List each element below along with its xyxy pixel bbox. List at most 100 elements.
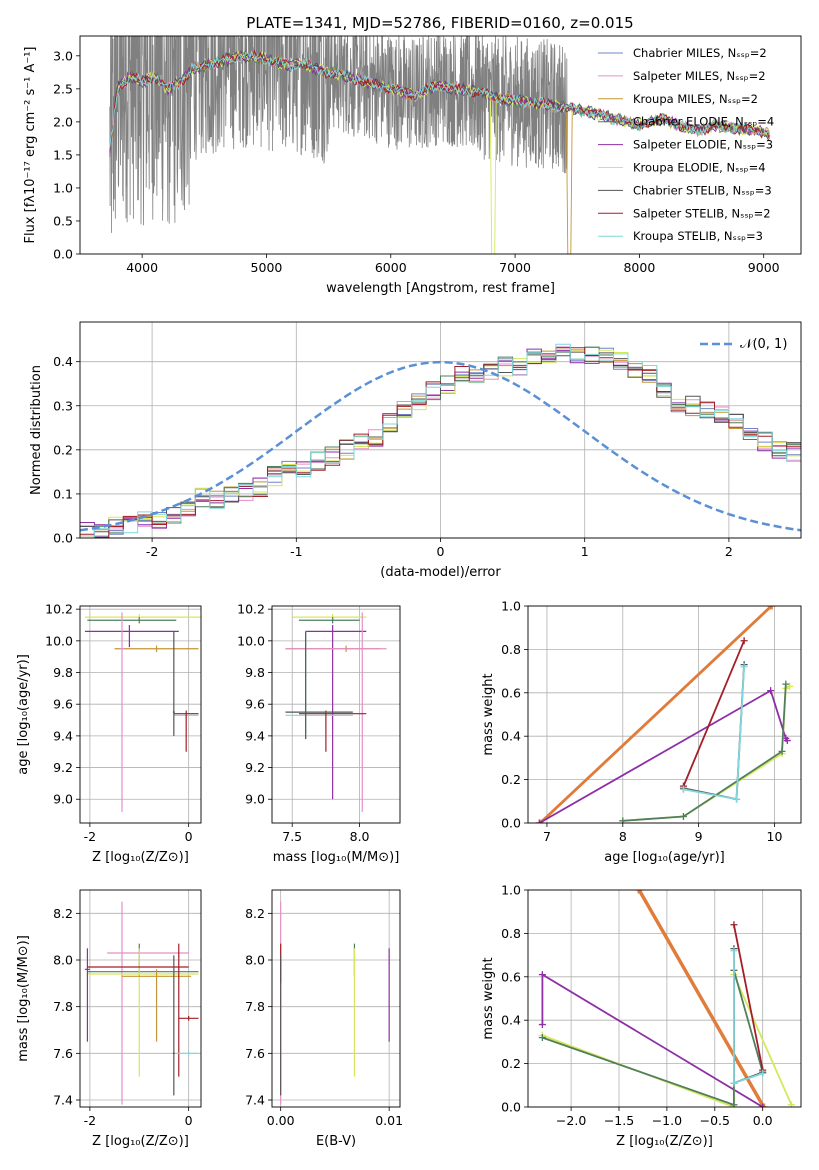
weight-marker: [537, 819, 545, 823]
y-tick-label: 8.2: [53, 906, 73, 921]
x-tick-label: 0.01: [375, 1113, 403, 1128]
weight-line-kroupa-miles: [637, 890, 764, 1107]
y-tick-label: 0.4: [501, 1013, 521, 1028]
y-axis-label: mass weight: [481, 957, 496, 1039]
x-tick-label: 2: [725, 544, 733, 559]
weight-line-salpeter-elodie: [538, 689, 789, 823]
weight-line-kroupa-miles: [538, 606, 772, 823]
x-tick-label: 10: [767, 829, 783, 844]
axes-frame: [527, 605, 802, 824]
panel-mass-vs-EBV: 0.00 0.01 7.4 7.6 7.8 8.0 8.2 E(B-V): [245, 889, 403, 1149]
y-tick-label: 9.2: [245, 760, 265, 775]
x-tick-label: -2: [84, 829, 96, 844]
y-tick-label: 0.2: [53, 442, 73, 457]
x-tick-label: 8: [619, 829, 627, 844]
x-tick-label: −1.0: [652, 1113, 682, 1128]
legend-label: Chabrier ELODIE, Nₛₛₚ=4: [633, 115, 774, 129]
weight-marker: [740, 663, 748, 671]
plot-area: [538, 890, 795, 1107]
legend-label: Salpeter MILES, Nₛₛₚ=2: [633, 69, 766, 83]
y-axis-label: Flux [fλ10⁻¹⁷ erg cm⁻² s⁻¹ A⁻¹]: [23, 47, 38, 244]
x-tick-label: 6000: [375, 260, 407, 275]
x-tick-label: 9: [695, 829, 703, 844]
y-tick-label: 8.2: [245, 906, 265, 921]
weight-marker: [636, 890, 644, 894]
y-tick-label: 9.6: [245, 697, 265, 712]
weight-marker: [619, 817, 627, 823]
weight-marker: [730, 947, 738, 955]
weight-marker: [679, 812, 687, 820]
y-tick-label: 8.0: [53, 953, 73, 968]
y-axis-label: mass [log₁₀(M/M⊙)]: [16, 935, 31, 1062]
x-tick-label: 0: [185, 1113, 193, 1128]
axes-frame: [271, 605, 401, 824]
legend-label: Chabrier STELIB, Nₛₛₚ=3: [633, 183, 772, 197]
weight-marker: [782, 680, 790, 688]
y-tick-label: 9.6: [53, 697, 73, 712]
hist-kroupa-stelib: [80, 343, 801, 538]
y-tick-label: 1.0: [501, 883, 521, 898]
legend-label: Salpeter STELIB, Nₛₛₚ=2: [633, 206, 771, 220]
x-tick-label: -2: [146, 544, 158, 559]
x-tick-label: 1: [581, 544, 589, 559]
y-tick-label: 1.0: [53, 180, 73, 195]
x-tick-label: 0: [185, 829, 193, 844]
weight-marker: [786, 682, 794, 690]
plot-area: [280, 901, 390, 1105]
weight-marker: [535, 819, 543, 823]
x-tick-label: 9000: [748, 260, 780, 275]
weight-marker: [730, 1079, 738, 1087]
weight-marker: [759, 1103, 767, 1107]
y-tick-label: 0.6: [501, 685, 521, 700]
x-axis-label: Z [log₁₀(Z/Z⊙)]: [616, 1134, 713, 1149]
x-tick-label: −1.5: [604, 1113, 634, 1128]
panel-mass-weight-vs-Z: −2.0 −1.5 −1.0 −0.5 0.0 0.0 0.2 0.4 0.6 0.8 1.0 Z […: [481, 883, 802, 1149]
axes-frame: [79, 889, 202, 1108]
y-axis-label: mass weight: [481, 673, 496, 755]
panel-spectrum: 4000 5000 6000 7000 8000 9000 0.0 0.5 1.0 1.5 2.0 2…: [23, 35, 802, 296]
weight-marker: [634, 890, 642, 894]
panel-mass-weight-vs-age: 7 8 9 10 0.0 0.2 0.4 0.6 0.8 1.0 age [log₁₀(age/yr…: [481, 599, 802, 865]
y-tick-label: 0.1: [53, 486, 73, 501]
x-tick-label: −0.5: [700, 1113, 730, 1128]
y-tick-label: 0.2: [501, 1056, 521, 1071]
x-axis-label: E(B-V): [316, 1134, 356, 1149]
weight-marker: [679, 785, 687, 793]
weight-marker: [730, 921, 738, 929]
legend-label: Kroupa ELODIE, Nₛₛₚ=4: [633, 161, 766, 175]
y-tick-label: 0.3: [53, 398, 73, 413]
y-tick-label: 9.4: [245, 728, 265, 743]
axes-frame: [79, 605, 202, 824]
plot-area: [80, 343, 801, 538]
panel-mass-vs-Z: -2 0 7.4 7.6 7.8 8.0 8.2 Z [log₁₀(Z/Z⊙)] mass [l…: [16, 889, 202, 1149]
weight-marker: [538, 1034, 546, 1042]
y-tick-label: 0.0: [53, 247, 73, 262]
weight-line-salpeter-stelib: [733, 924, 764, 1071]
y-tick-label: 9.0: [53, 792, 73, 807]
y-tick-label: 2.5: [53, 81, 73, 96]
figure-title: PLATE=1341, MJD=52786, FIBERID=0160, z=0…: [246, 14, 633, 32]
weight-marker: [538, 971, 546, 979]
weight-line-salpeter-miles: [540, 606, 773, 823]
weight-line-salpeter-stelib: [682, 640, 745, 787]
y-tick-label: 10.2: [237, 602, 265, 617]
legend-label: 𝒩(0, 1): [740, 337, 787, 352]
y-tick-label: 0.4: [53, 354, 73, 369]
x-tick-label: -1: [290, 544, 302, 559]
axes-frame: [527, 889, 802, 1108]
y-tick-label: 9.2: [53, 760, 73, 775]
x-axis-label: Z [log₁₀(Z/Z⊙)]: [92, 1134, 189, 1149]
y-tick-label: 9.8: [53, 665, 73, 680]
x-tick-label: 0.00: [267, 1113, 295, 1128]
x-tick-label: 8000: [623, 260, 655, 275]
weight-marker: [783, 737, 791, 745]
panel-age-vs-Z: -2 0 9.0 9.2 9.4 9.6 9.8 10.0 10.2 Z [log₁₀(Z/Z⊙)…: [16, 602, 202, 865]
legend-label: Chabrier MILES, Nₛₛₚ=2: [633, 46, 767, 60]
gaussian-curve: [80, 360, 801, 532]
weight-marker: [538, 1021, 546, 1029]
plot-area: [109, 36, 771, 254]
x-tick-label: 8.0: [350, 829, 370, 844]
y-tick-label: 1.0: [501, 599, 521, 614]
